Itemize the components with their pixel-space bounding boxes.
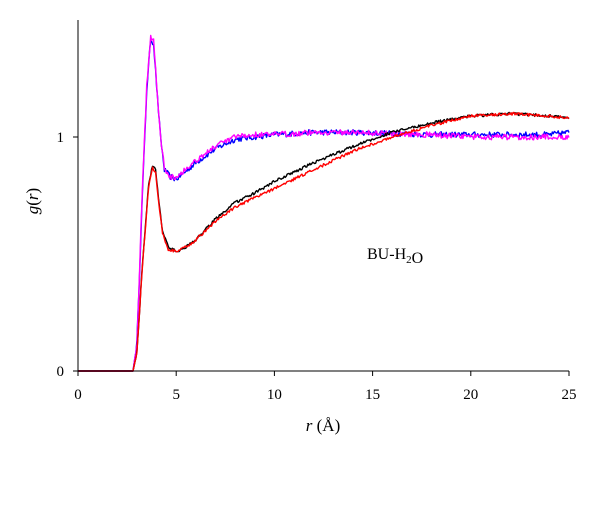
x-tick-label: 20 [463, 387, 478, 403]
series-line [78, 40, 570, 372]
series-annotation: BU-H2O [367, 246, 423, 267]
y-axis-label: g(r) [23, 188, 42, 214]
y-tick-label: 1 [57, 130, 65, 146]
series-layer [78, 34, 570, 372]
series-line [78, 111, 570, 372]
y-tick-label: 0 [57, 364, 65, 380]
x-tick-label: 10 [267, 387, 282, 403]
x-tick-label: 15 [365, 387, 380, 403]
x-tick-label: 0 [74, 387, 82, 403]
x-tick-label: 25 [562, 387, 577, 403]
series-line [78, 34, 570, 372]
x-axis-label: r (Å) [306, 416, 341, 435]
x-tick-label: 5 [172, 387, 180, 403]
series-line [78, 111, 570, 372]
tick-layer: 0 5 10 15 20 25 0 1 [57, 130, 577, 403]
